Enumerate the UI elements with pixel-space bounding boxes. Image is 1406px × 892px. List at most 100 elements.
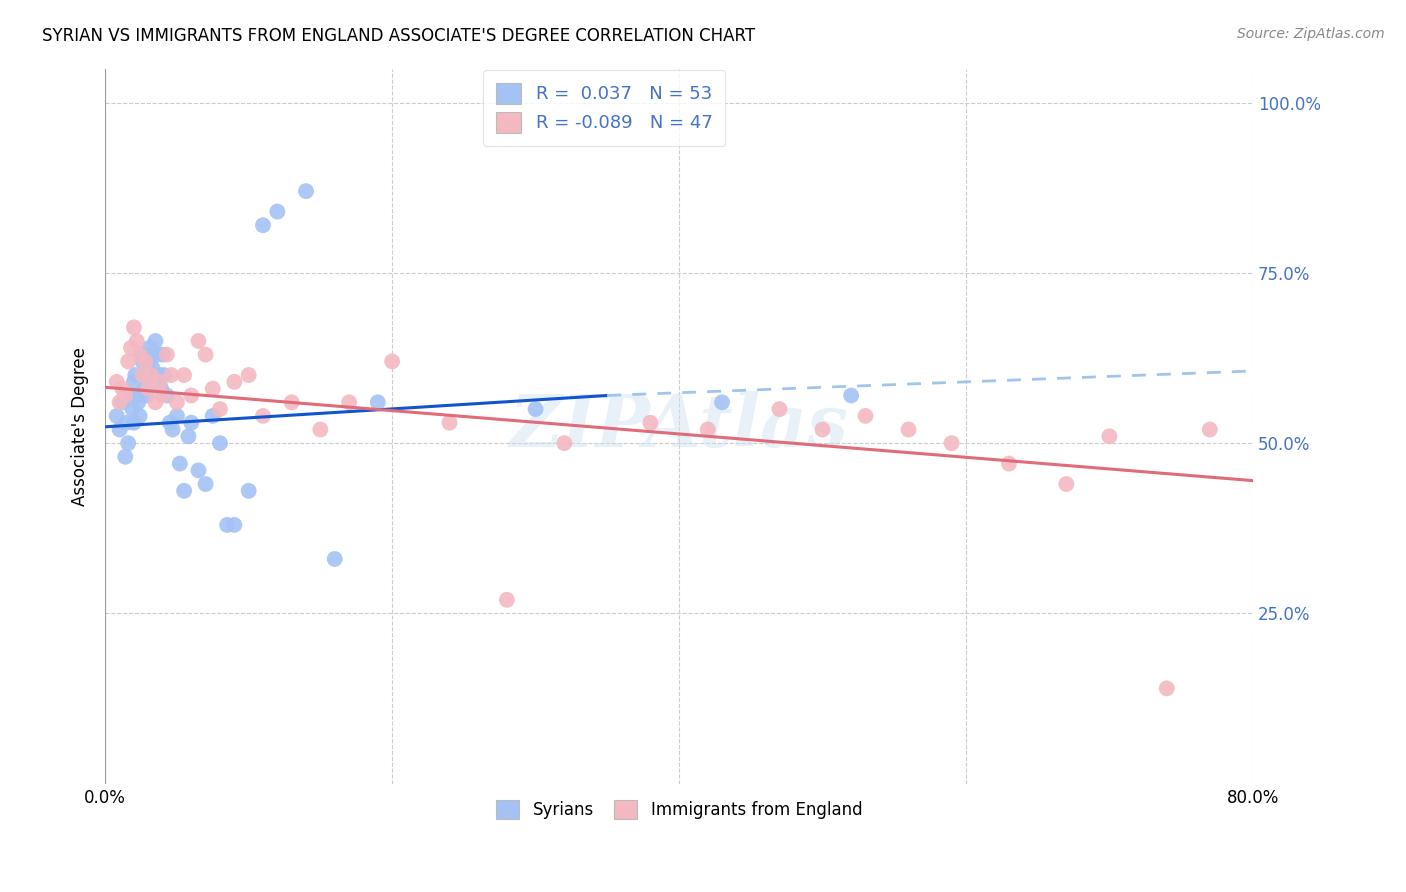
Point: [142, 361, 165, 376]
Point: [149, 368, 172, 382]
Point: [194, 348, 217, 362]
Point: [696, 423, 718, 437]
Point: [173, 368, 195, 382]
Point: [166, 395, 188, 409]
Point: [156, 388, 179, 402]
Point: [122, 375, 145, 389]
Point: [120, 341, 142, 355]
Point: [111, 382, 134, 396]
Point: [125, 334, 148, 348]
Point: [138, 341, 160, 355]
Point: [159, 416, 181, 430]
Point: [295, 184, 318, 198]
Point: [125, 388, 148, 402]
Point: [152, 348, 174, 362]
Point: [367, 395, 389, 409]
Point: [153, 368, 176, 382]
Point: [152, 388, 174, 402]
Point: [224, 375, 246, 389]
Point: [280, 395, 302, 409]
Point: [173, 483, 195, 498]
Point: [496, 592, 519, 607]
Text: Source: ZipAtlas.com: Source: ZipAtlas.com: [1237, 27, 1385, 41]
Point: [146, 348, 169, 362]
Legend: Syrians, Immigrants from England: Syrians, Immigrants from England: [489, 793, 869, 825]
Point: [187, 334, 209, 348]
Point: [145, 334, 167, 348]
Point: [224, 517, 246, 532]
Point: [337, 395, 360, 409]
Point: [180, 416, 202, 430]
Point: [105, 409, 128, 423]
Point: [131, 368, 153, 382]
Point: [139, 368, 162, 382]
Point: [180, 388, 202, 402]
Point: [143, 368, 166, 382]
Point: [439, 416, 461, 430]
Point: [108, 395, 131, 409]
Point: [855, 409, 877, 423]
Point: [122, 416, 145, 430]
Point: [811, 423, 834, 437]
Point: [145, 395, 167, 409]
Point: [139, 348, 162, 362]
Point: [187, 463, 209, 477]
Point: [768, 402, 790, 417]
Point: [124, 368, 146, 382]
Point: [839, 388, 862, 402]
Point: [136, 382, 159, 396]
Point: [120, 388, 142, 402]
Point: [1054, 477, 1077, 491]
Point: [121, 402, 143, 417]
Point: [135, 388, 157, 402]
Point: [117, 436, 139, 450]
Point: [129, 348, 152, 362]
Point: [640, 416, 662, 430]
Point: [553, 436, 575, 450]
Point: [201, 382, 224, 396]
Point: [238, 483, 260, 498]
Point: [108, 423, 131, 437]
Point: [156, 348, 179, 362]
Point: [166, 409, 188, 423]
Point: [127, 395, 149, 409]
Point: [381, 354, 404, 368]
Point: [266, 204, 288, 219]
Point: [323, 552, 346, 566]
Point: [208, 402, 231, 417]
Point: [941, 436, 963, 450]
Point: [117, 354, 139, 368]
Point: [136, 354, 159, 368]
Point: [252, 218, 274, 232]
Point: [194, 477, 217, 491]
Point: [208, 436, 231, 450]
Point: [897, 423, 920, 437]
Point: [1198, 423, 1220, 437]
Point: [114, 388, 136, 402]
Point: [134, 382, 156, 396]
Point: [177, 429, 200, 443]
Point: [114, 450, 136, 464]
Point: [150, 382, 173, 396]
Point: [238, 368, 260, 382]
Text: ZIPAtlas: ZIPAtlas: [509, 391, 848, 462]
Point: [149, 375, 172, 389]
Point: [998, 457, 1021, 471]
Point: [309, 423, 332, 437]
Point: [201, 409, 224, 423]
Point: [134, 354, 156, 368]
Point: [105, 375, 128, 389]
Point: [132, 368, 155, 382]
Point: [128, 409, 150, 423]
Point: [524, 402, 547, 417]
Point: [1098, 429, 1121, 443]
Point: [252, 409, 274, 423]
Point: [711, 395, 734, 409]
Point: [111, 395, 134, 409]
Point: [131, 354, 153, 368]
Point: [217, 517, 239, 532]
Point: [122, 320, 145, 334]
Y-axis label: Associate's Degree: Associate's Degree: [72, 347, 89, 506]
Point: [160, 368, 183, 382]
Text: SYRIAN VS IMMIGRANTS FROM ENGLAND ASSOCIATE'S DEGREE CORRELATION CHART: SYRIAN VS IMMIGRANTS FROM ENGLAND ASSOCI…: [42, 27, 755, 45]
